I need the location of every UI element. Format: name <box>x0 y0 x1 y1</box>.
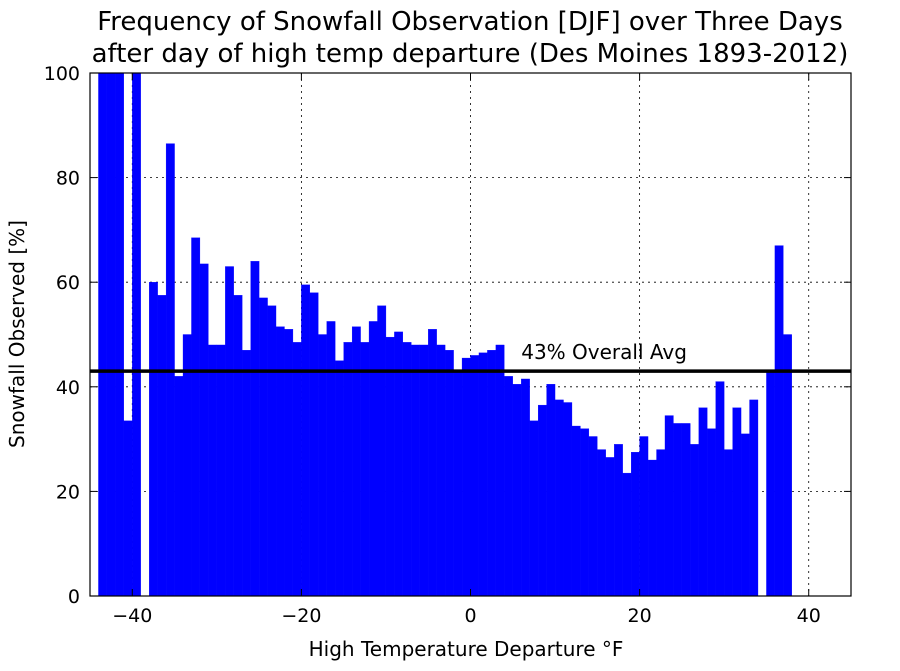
x-tick-label: −20 <box>281 605 321 627</box>
x-tick-label: 0 <box>464 605 476 627</box>
bar <box>639 436 649 597</box>
bar <box>605 457 615 597</box>
y-tick-label: 100 <box>44 63 80 85</box>
bar <box>233 295 243 597</box>
bar <box>326 321 336 597</box>
bar <box>428 329 437 597</box>
bar <box>149 282 158 597</box>
bar <box>715 381 725 597</box>
bar <box>98 72 108 597</box>
bar <box>664 415 674 597</box>
bar <box>301 284 310 597</box>
bar <box>554 399 564 597</box>
y-tick-label: 0 <box>68 586 80 608</box>
chart-title-line1: Frequency of Snowfall Observation [DJF] … <box>97 7 843 37</box>
bar <box>461 357 471 597</box>
bar <box>537 404 547 597</box>
bar <box>402 342 412 597</box>
y-tick-label: 60 <box>56 272 80 294</box>
bar <box>478 352 488 597</box>
bar <box>698 407 708 597</box>
bar <box>385 336 395 597</box>
bar <box>444 350 454 597</box>
bar <box>351 326 361 597</box>
bar <box>309 292 319 597</box>
bar <box>242 350 251 597</box>
bar <box>470 355 480 597</box>
bar <box>115 72 124 597</box>
bar <box>182 334 192 597</box>
bar <box>275 326 285 597</box>
bar <box>783 334 792 597</box>
bar <box>199 263 209 597</box>
bar <box>673 423 683 597</box>
bar <box>707 428 716 597</box>
bar <box>724 449 733 597</box>
bar <box>419 344 429 597</box>
bar <box>588 436 598 597</box>
y-tick-label: 40 <box>56 377 80 399</box>
bar <box>504 376 513 597</box>
bar <box>622 472 632 597</box>
bar <box>318 334 327 597</box>
bar <box>191 237 201 597</box>
bar <box>292 342 302 597</box>
x-axis-label: High Temperature Departure °F <box>309 637 624 661</box>
bar <box>546 384 556 597</box>
bar <box>495 344 505 597</box>
bar <box>766 370 776 597</box>
bar <box>377 305 387 597</box>
bar <box>335 360 344 597</box>
bar <box>267 305 277 597</box>
bar <box>250 261 260 597</box>
bar <box>512 384 522 597</box>
bar <box>106 72 116 597</box>
x-tick-label: −40 <box>112 605 152 627</box>
bar <box>368 321 378 597</box>
axis-ticks: −40 −20 0 20 40 0 20 40 60 80 100 <box>44 63 851 627</box>
bar <box>749 399 759 597</box>
bar <box>529 420 539 597</box>
average-line-group: 43% Overall Avg <box>90 340 851 373</box>
bar <box>656 449 666 597</box>
bar <box>597 449 606 597</box>
y-tick-label: 80 <box>56 168 80 190</box>
bar <box>411 344 420 597</box>
bar <box>258 297 268 597</box>
bar <box>631 452 640 597</box>
bar <box>647 459 657 597</box>
bar <box>571 425 581 597</box>
chart-title-line2: after day of high temp departure (Des Mo… <box>92 39 849 69</box>
bar <box>732 407 742 597</box>
bar <box>157 295 167 597</box>
bar <box>614 444 623 597</box>
average-line-label: 43% Overall Avg <box>521 340 687 364</box>
bar <box>284 329 294 597</box>
bar <box>563 402 573 597</box>
bar <box>123 420 133 597</box>
bar <box>216 344 226 597</box>
bar <box>343 342 353 597</box>
bar <box>436 344 446 597</box>
bar <box>208 344 217 597</box>
bar <box>521 378 530 597</box>
y-tick-label: 20 <box>56 481 80 503</box>
bar <box>360 342 370 597</box>
x-tick-label: 40 <box>797 605 821 627</box>
bar <box>681 423 691 597</box>
bar <box>690 444 699 597</box>
bar <box>740 433 750 597</box>
bar <box>132 72 141 597</box>
bar <box>774 245 784 597</box>
bar-series <box>98 72 792 597</box>
bar <box>225 266 234 597</box>
bar <box>174 376 184 597</box>
y-axis-label: Snowfall Observed [%] <box>5 220 29 448</box>
x-tick-label: 20 <box>628 605 652 627</box>
bar <box>453 370 463 597</box>
bar <box>580 428 590 597</box>
bar <box>487 350 497 597</box>
